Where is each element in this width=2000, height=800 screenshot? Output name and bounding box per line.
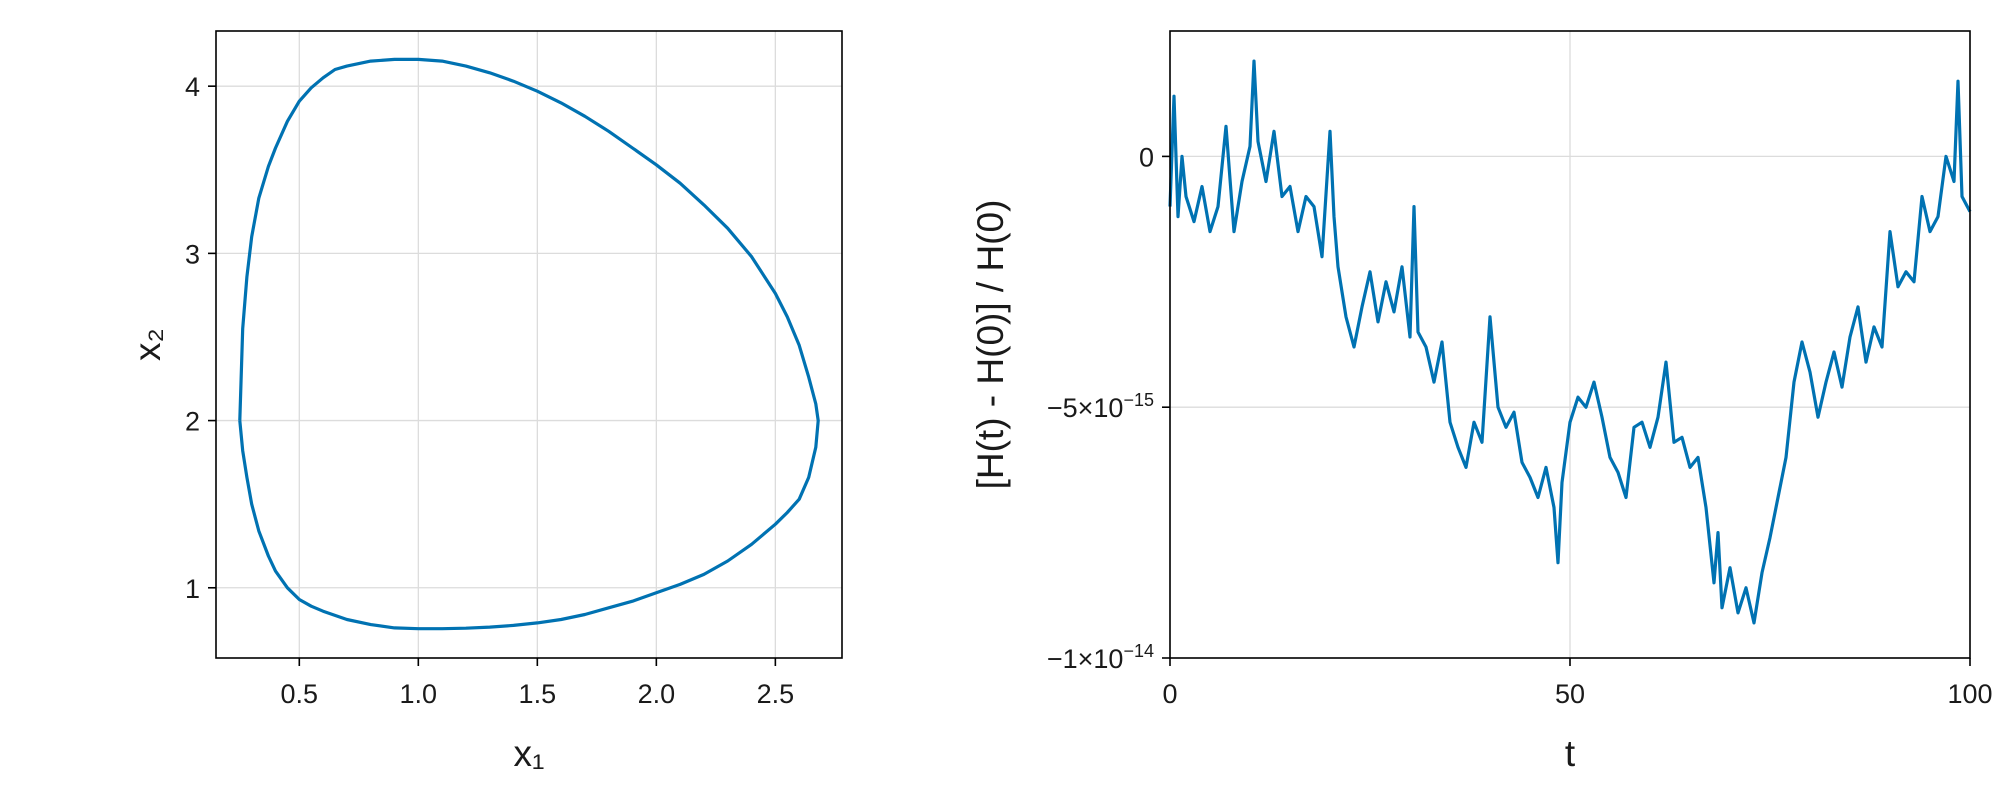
y-tick-base: −1×10 [1047,644,1124,674]
x-tick-label: 100 [1947,679,1992,709]
x-tick-label: 0.5 [281,679,319,709]
x-tick-label: 2.0 [638,679,676,709]
y-tick-label: 3 [185,239,200,269]
energy-error-panel: 0 50 100 0 −5×10−15 −1×10−14 t [H(t) - H(0)] / … [970,30,1993,774]
plot-frame [215,30,843,659]
series-line [1168,59,1972,625]
y-tick-label: −5×10−15 [1047,390,1154,423]
x-axis-label: x₁ [514,733,545,774]
y-tick-base: −5×10 [1047,393,1124,423]
y-tick-label: 0 [1139,142,1154,172]
y-axis-label: [H(t) - H(0)] / H(0) [970,200,1011,490]
y-tick-label: 1 [185,574,200,604]
x-tick-label: 0 [1162,679,1177,709]
phase-plot-panel: 0.5 1.0 1.5 2.0 2.5 1 2 3 4 x₁ x₂ [127,30,843,774]
y-tick-label: 2 [185,407,200,437]
x-tick-label: 2.5 [757,679,795,709]
y-tick-label: 4 [185,72,200,102]
y-tick-exponent: −15 [1123,390,1154,410]
x-tick-label: 50 [1555,679,1585,709]
x-tick-label: 1.5 [519,679,557,709]
y-tick-exponent: −14 [1123,641,1154,661]
x-axis-label: t [1565,733,1576,774]
series-line [238,57,820,631]
y-axis-label: x₂ [127,328,168,361]
x-tick-label: 1.0 [400,679,438,709]
y-tick-label: −1×10−14 [1047,641,1154,674]
